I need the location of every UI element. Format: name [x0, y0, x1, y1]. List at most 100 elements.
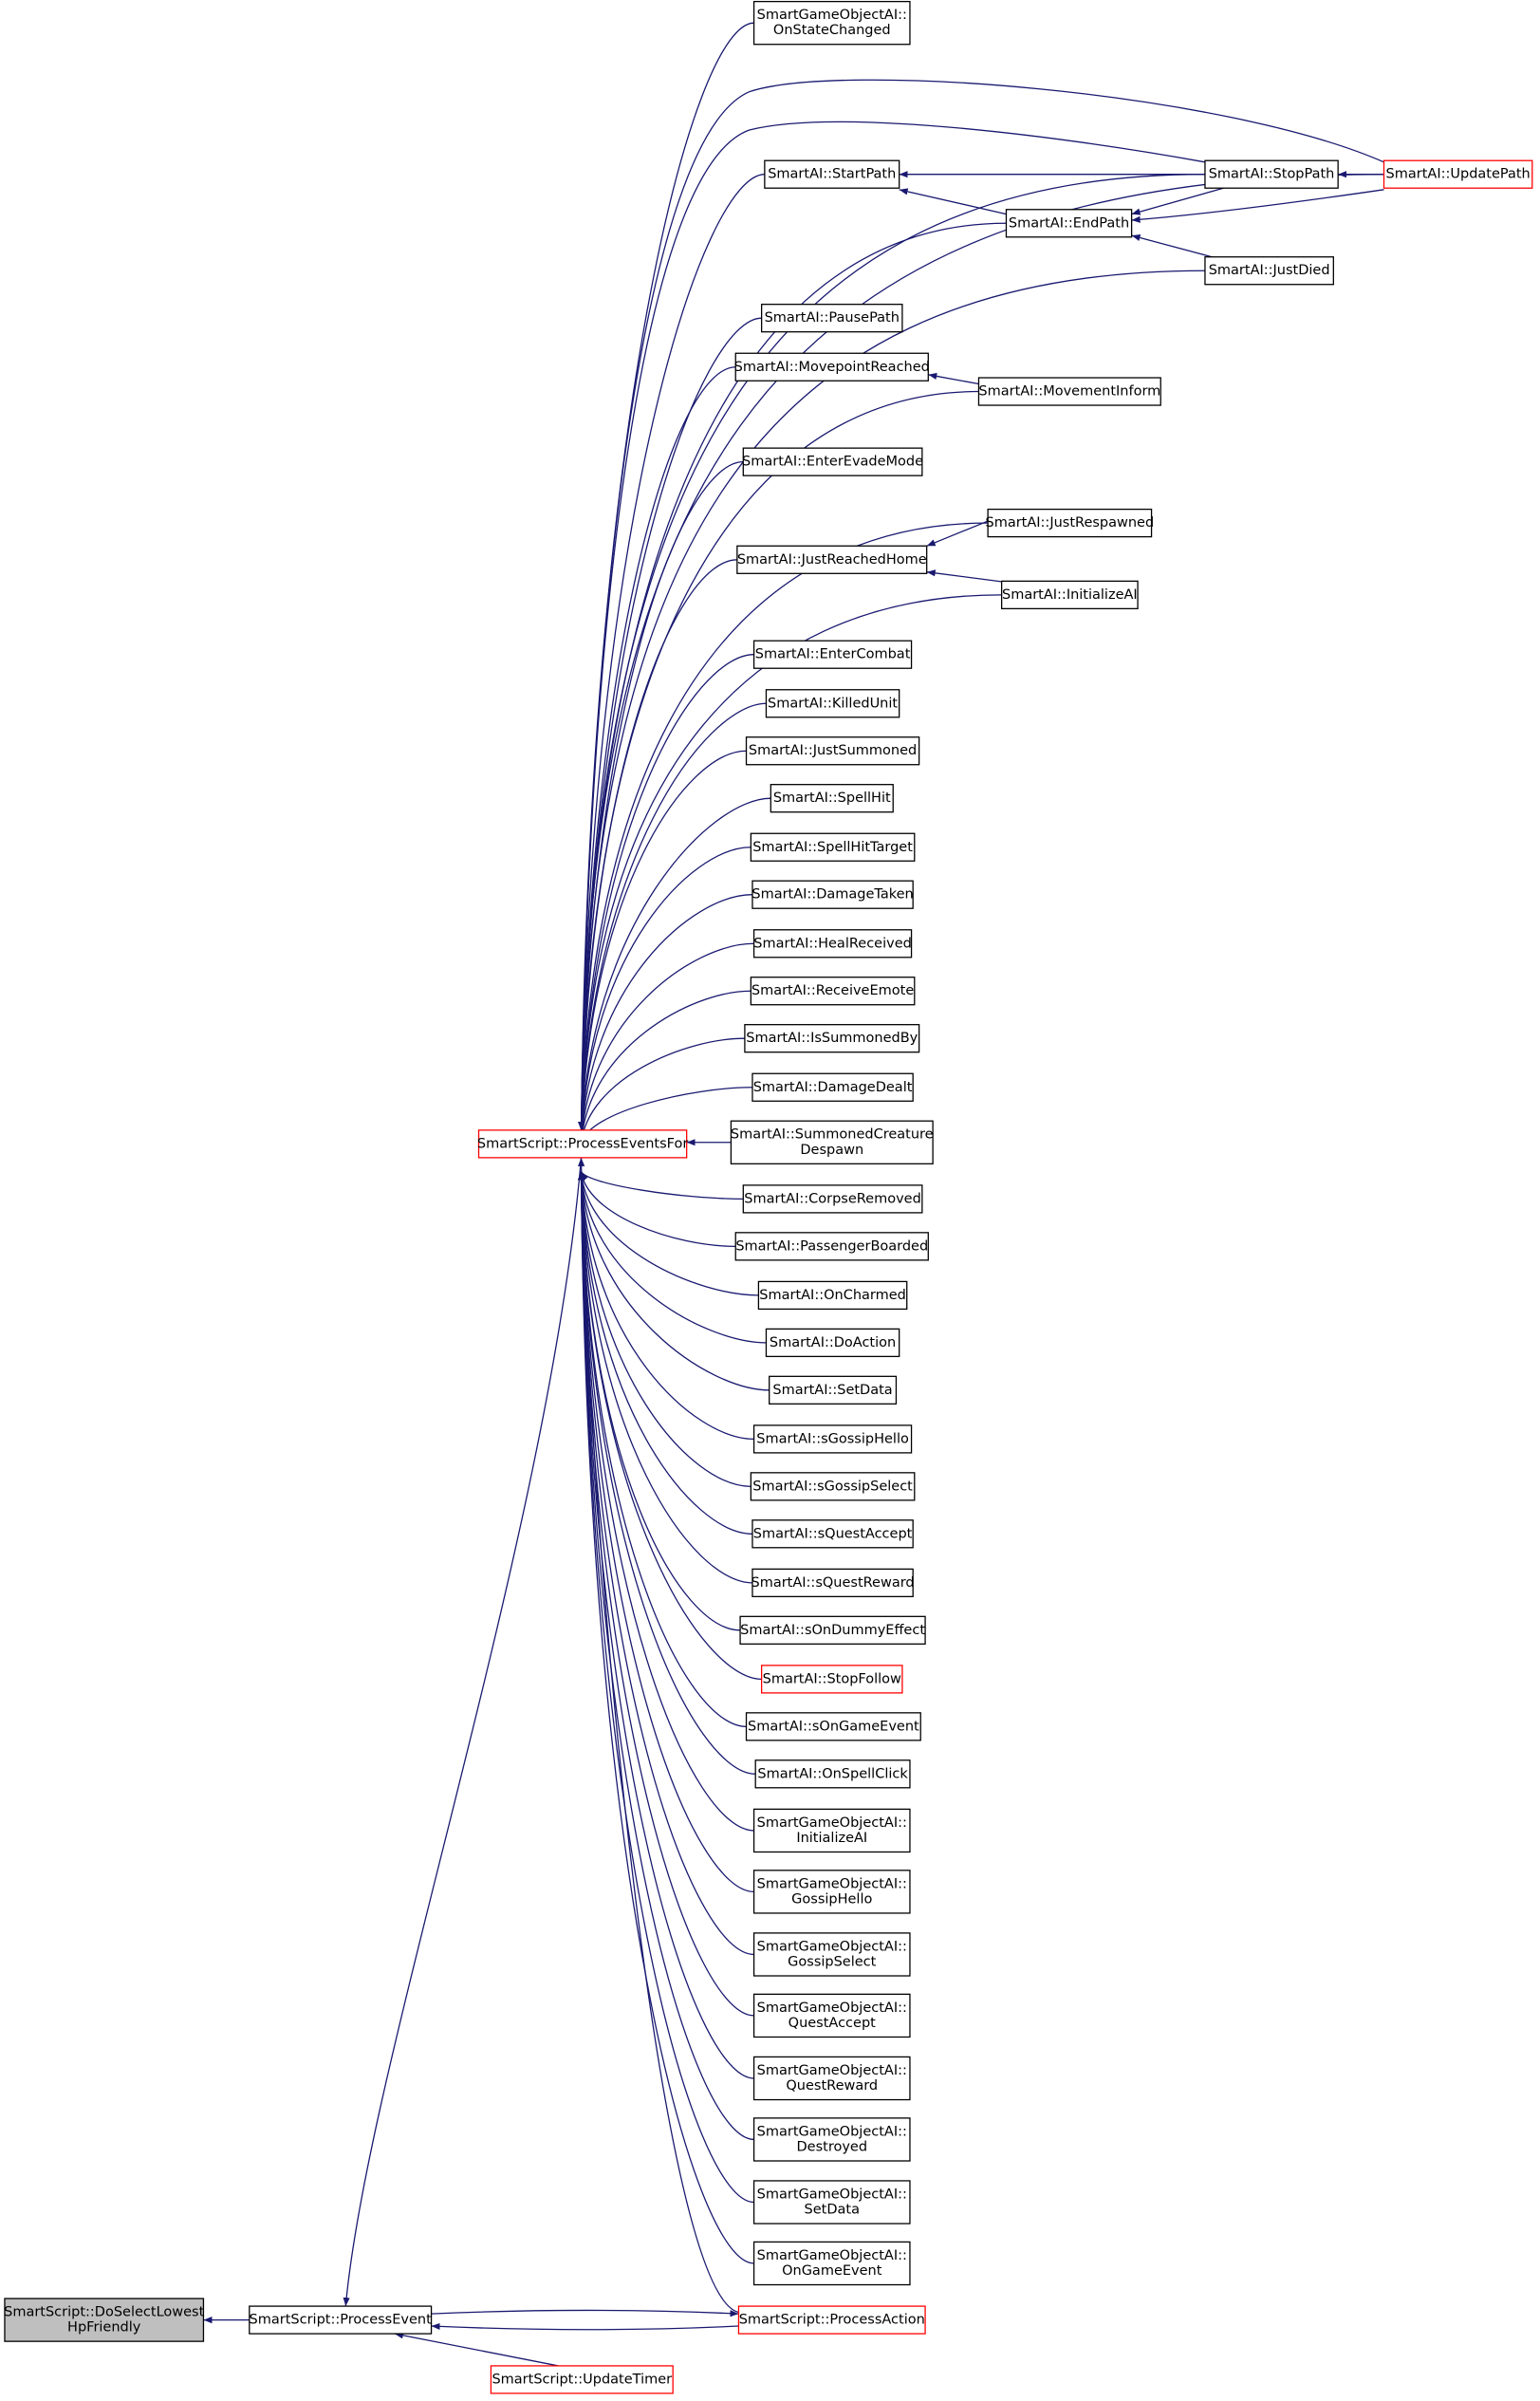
- node-label: GossipHello: [791, 1891, 872, 1907]
- edge: [578, 79, 1384, 1130]
- graph-node[interactable]: SmartAI::UpdatePath: [1382, 159, 1533, 189]
- graph-node[interactable]: SmartAI::PausePath: [760, 304, 903, 333]
- node-box: [760, 1665, 903, 1694]
- graph-node[interactable]: SmartGameObjectAI::OnGameEvent: [752, 2241, 911, 2286]
- node-label: SmartGameObjectAI::: [757, 1939, 907, 1954]
- graph-node[interactable]: SmartAI::ReceiveEmote: [750, 977, 916, 1006]
- node-label: SmartAI::StartPath: [768, 167, 896, 182]
- graph-node[interactable]: SmartAI::EnterCombat: [752, 640, 913, 669]
- edge: [578, 942, 754, 1145]
- node-label: SmartGameObjectAI::: [757, 2248, 907, 2263]
- node-label: SmartAI::SummonedCreature: [731, 1127, 934, 1143]
- node-box: [1000, 580, 1139, 610]
- node-label: SmartScript::ProcessEventsFor: [477, 1136, 688, 1151]
- graph-node[interactable]: SmartAI::KilledUnit: [765, 689, 900, 718]
- graph-node[interactable]: SmartAI::OnCharmed: [757, 1280, 908, 1311]
- node-label: SmartAI::OnSpellClick: [757, 1766, 908, 1781]
- graph-node[interactable]: SmartAI::EndPath: [1005, 209, 1133, 238]
- graph-node[interactable]: SmartAI::IsSummonedBy: [744, 1024, 920, 1053]
- graph-node[interactable]: SmartAI::sGossipHello: [752, 1424, 913, 1454]
- node-box: [750, 977, 916, 1006]
- edge: [578, 1037, 745, 1145]
- node-box: [1382, 159, 1533, 189]
- graph-node[interactable]: SmartAI::JustSummoned: [745, 736, 920, 766]
- graph-node[interactable]: SmartGameObjectAI::SetData: [752, 2180, 911, 2224]
- node-label: SmartAI::StopFollow: [763, 1671, 901, 1686]
- graph-node[interactable]: SmartAI::sGossipSelect: [750, 1472, 916, 1501]
- node-label: SmartAI::MovementInform: [978, 384, 1160, 400]
- graph-node[interactable]: SmartAI::DamageDealt: [751, 1072, 914, 1102]
- graph-node[interactable]: SmartAI::EnterEvadeMode: [742, 447, 923, 476]
- graph-node[interactable]: SmartAI::sQuestAccept: [751, 1519, 914, 1549]
- graph-node[interactable]: SmartGameObjectAI::OnStateChanged: [752, 0, 911, 46]
- node-box: [757, 1280, 908, 1311]
- node-box: [745, 1712, 921, 1741]
- graph-node[interactable]: SmartAI::JustReachedHome: [736, 545, 928, 574]
- graph-node[interactable]: SmartAI::SpellHitTarget: [750, 832, 916, 862]
- graph-node[interactable]: SmartAI::DamageTaken: [751, 880, 914, 909]
- node-label: SmartAI::CorpseRemoved: [744, 1191, 921, 1206]
- graph-node[interactable]: SmartAI::InitializeAI: [1000, 580, 1139, 610]
- graph-node[interactable]: SmartGameObjectAI::GossipSelect: [752, 1932, 911, 1977]
- edge: [899, 188, 1007, 215]
- graph-node[interactable]: SmartGameObjectAI::QuestReward: [752, 2056, 911, 2101]
- edge: [578, 1171, 752, 1535]
- edge: [578, 1171, 752, 1584]
- graph-node[interactable]: SmartAI::MovementInform: [977, 377, 1161, 406]
- edge: [579, 1171, 736, 1247]
- edge: [578, 1171, 751, 1487]
- graph-node[interactable]: SmartAI::SpellHit: [770, 784, 894, 813]
- graph-node[interactable]: SmartAI::OnSpellClick: [754, 1759, 911, 1789]
- node-box: [739, 1615, 926, 1645]
- node-box: [742, 1184, 923, 1214]
- graph-node[interactable]: SmartAI::sQuestReward: [751, 1568, 915, 1598]
- node-box: [736, 545, 928, 574]
- edge: [578, 750, 747, 1145]
- node-label: OnStateChanged: [773, 23, 891, 38]
- graph-node[interactable]: SmartAI::HealReceived: [752, 929, 913, 959]
- edge: [578, 797, 771, 1145]
- graph-node[interactable]: SmartAI::StartPath: [764, 159, 900, 189]
- graph-node[interactable]: SmartAI::StopFollow: [760, 1665, 903, 1694]
- graph-node[interactable]: SmartAI::StopPath: [1204, 159, 1339, 189]
- graph-node[interactable]: SmartAI::sOnDummyEffect: [739, 1615, 926, 1645]
- node-box: [752, 2056, 911, 2101]
- graph-node[interactable]: SmartScript::ProcessEventsFor: [477, 1129, 688, 1159]
- graph-node[interactable]: SmartScript::ProcessAction: [737, 2305, 926, 2335]
- node-box: [752, 1932, 911, 1977]
- graph-node[interactable]: SmartGameObjectAI::Destroyed: [752, 2117, 911, 2162]
- graph-node[interactable]: SmartScript::UpdateTimer: [490, 2365, 674, 2394]
- edge: [1131, 187, 1224, 215]
- graph-node[interactable]: SmartAI::sOnGameEvent: [745, 1712, 921, 1741]
- graph-node[interactable]: SmartAI::JustRespawned: [985, 508, 1154, 538]
- graph-node[interactable]: SmartGameObjectAI::InitializeAI: [752, 1808, 911, 1853]
- node-box: [744, 1024, 920, 1053]
- node-box: [730, 1120, 934, 1164]
- node-label: SmartAI::PassengerBoarded: [735, 1238, 928, 1254]
- edge: [577, 174, 1384, 1145]
- node-label: HpFriendly: [67, 2320, 141, 2336]
- node-label: SmartAI::SetData: [772, 1383, 892, 1398]
- edge: [431, 2309, 739, 2317]
- graph-node[interactable]: SmartGameObjectAI::QuestAccept: [752, 1993, 911, 2038]
- edge: [394, 2332, 559, 2367]
- graph-node[interactable]: SmartAI::JustDied: [1204, 256, 1334, 286]
- edge: [343, 1157, 583, 2307]
- graph-node[interactable]: SmartAI::SetData: [769, 1375, 898, 1405]
- node-label: SmartAI::EndPath: [1009, 215, 1129, 231]
- node-label: SmartAI::HealReceived: [753, 936, 912, 951]
- node-label: SmartGameObjectAI::: [757, 2063, 907, 2078]
- graph-node[interactable]: SmartAI::MovepointReached: [734, 352, 930, 382]
- graph-node[interactable]: SmartAI::CorpseRemoved: [742, 1184, 923, 1214]
- edge: [577, 1171, 754, 2141]
- edge: [578, 990, 751, 1145]
- graph-node[interactable]: SmartAI::DoAction: [765, 1328, 900, 1358]
- graph-node[interactable]: SmartScript::ProcessEvent: [249, 2305, 433, 2335]
- graph-node[interactable]: SmartGameObjectAI::GossipHello: [752, 1870, 911, 1914]
- graph-node[interactable]: SmartAI::PassengerBoarded: [734, 1232, 929, 1261]
- edge: [578, 1157, 739, 2314]
